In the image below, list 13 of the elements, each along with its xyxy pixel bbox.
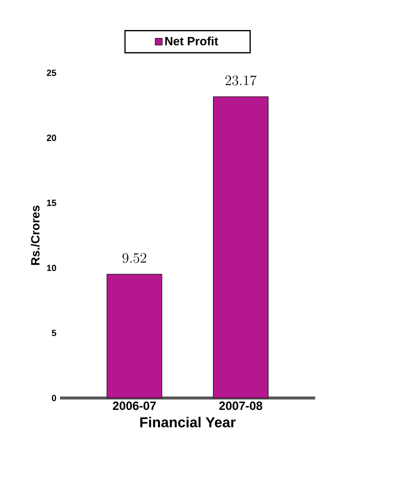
y-axis-title: Rs./Crores: [30, 206, 40, 265]
legend-label: Net Profit: [165, 36, 218, 46]
x-tick-label: 2007-08: [219, 402, 262, 410]
x-tick-label: 2006-07: [112, 402, 156, 410]
data-label: 9.52: [122, 253, 146, 263]
y-tick-label: 5: [52, 330, 56, 336]
x-axis-title: Financial Year: [140, 416, 236, 428]
data-label: 23. 17: [225, 75, 257, 86]
y-tick-label: 15: [47, 200, 56, 206]
y-tick-label: 10: [47, 264, 56, 272]
y-tick-label: 0: [52, 394, 56, 402]
y-tick-label: 20: [46, 134, 56, 142]
y-tick-label: 25: [46, 70, 56, 76]
